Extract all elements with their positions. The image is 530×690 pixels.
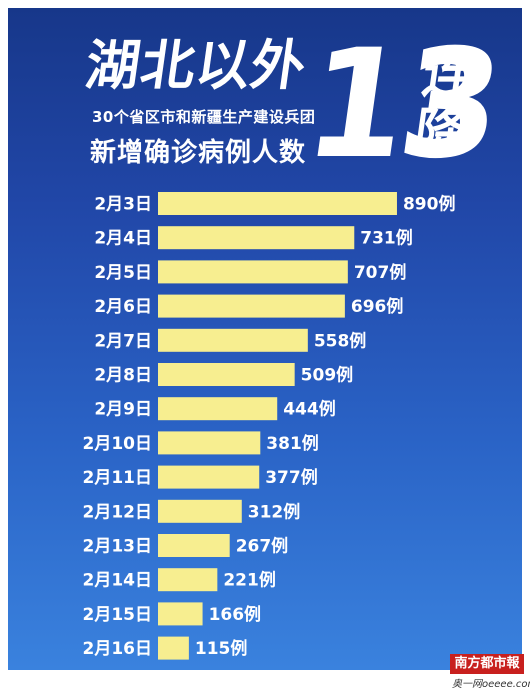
category-label: 2月8日 bbox=[94, 366, 152, 386]
value-label: 890例 bbox=[403, 194, 456, 215]
bar bbox=[158, 260, 348, 284]
bar bbox=[158, 534, 230, 557]
category-label: 2月3日 bbox=[94, 195, 152, 215]
value-label: 558例 bbox=[314, 330, 367, 351]
value-label: 267例 bbox=[236, 536, 289, 557]
bar-chart: 2月3日 890例 2月4日 731例 2月5日 707例 2月6日 696例 2月7日 558例… bbox=[83, 192, 456, 660]
bar bbox=[158, 431, 261, 455]
category-label: 2月7日 bbox=[94, 331, 152, 351]
bar bbox=[158, 226, 355, 250]
category-label: 2月14日 bbox=[83, 571, 153, 591]
bar bbox=[158, 499, 242, 523]
bar bbox=[158, 636, 189, 660]
category-label: 2月9日 bbox=[94, 400, 152, 420]
category-label: 2月12日 bbox=[83, 502, 153, 522]
category-label: 2月15日 bbox=[83, 605, 153, 625]
bar bbox=[158, 602, 203, 626]
category-label: 2月13日 bbox=[83, 537, 153, 557]
bar bbox=[158, 397, 278, 421]
value-label: 444例 bbox=[283, 399, 336, 420]
category-label: 2月11日 bbox=[83, 468, 153, 488]
value-label: 377例 bbox=[265, 467, 318, 488]
value-label: 731例 bbox=[360, 228, 413, 249]
value-label: 707例 bbox=[354, 262, 407, 283]
value-label: 115例 bbox=[195, 638, 248, 659]
bar bbox=[158, 568, 218, 592]
subtitle-line-2: 新增确诊病例人数 bbox=[90, 138, 307, 168]
category-label: 2月10日 bbox=[83, 434, 153, 454]
value-label: 696例 bbox=[351, 296, 404, 317]
category-label: 2月4日 bbox=[94, 229, 152, 249]
category-label: 2月16日 bbox=[83, 639, 153, 659]
bar bbox=[158, 363, 295, 386]
infographic-poster: 湖北以外 13 连降 30个省区市和新疆生产建设兵团 新增确诊病例人数 2月3日… bbox=[8, 8, 522, 670]
bar bbox=[158, 465, 260, 489]
website-caption: 奥一网oeeee.com bbox=[452, 679, 530, 690]
category-label: 2月5日 bbox=[94, 263, 152, 283]
value-label: 509例 bbox=[301, 365, 354, 386]
subtitle-line-1: 30个省区市和新疆生产建设兵团 bbox=[92, 108, 316, 126]
bar bbox=[158, 328, 308, 352]
category-label: 2月6日 bbox=[94, 297, 152, 317]
value-label: 381例 bbox=[266, 433, 319, 454]
bar bbox=[158, 294, 345, 318]
newspaper-stamp: 南方都市報 bbox=[450, 654, 524, 674]
value-label: 312例 bbox=[248, 501, 301, 522]
bar bbox=[158, 192, 397, 215]
value-label: 166例 bbox=[209, 604, 261, 625]
value-label: 221例 bbox=[223, 570, 276, 591]
